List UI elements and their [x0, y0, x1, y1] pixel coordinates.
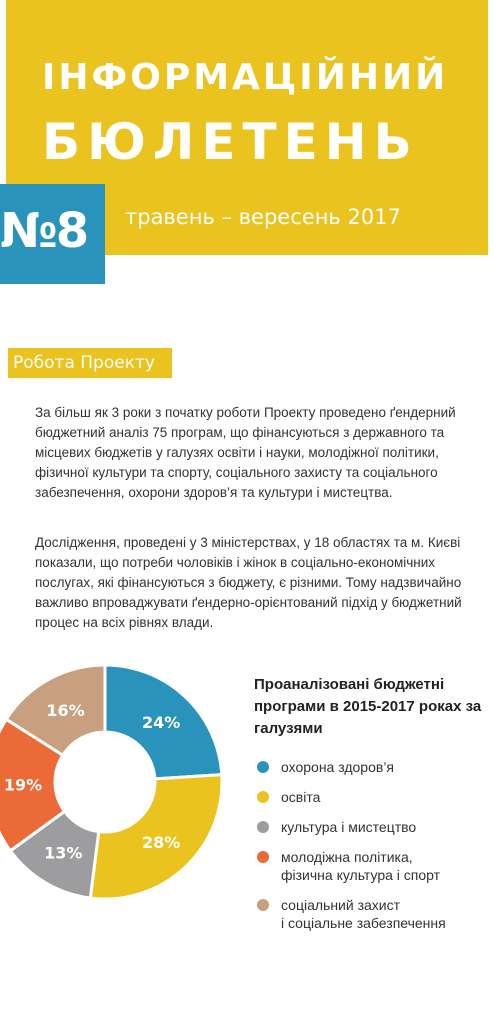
pie-slice-label-2: 13%: [44, 844, 82, 863]
legend-item-3: молодіжна політика, фізична культура і сп…: [257, 848, 446, 884]
legend-label-4-1: і соціальне забезпечення: [281, 915, 446, 931]
legend-item-2: культура і мистецтво: [257, 818, 446, 836]
pie-slice-label-4: 16%: [46, 701, 84, 720]
paragraph-2: Дослідження, проведені у 3 міністерствах…: [35, 535, 462, 630]
issue-number: №8: [0, 203, 89, 259]
legend-swatch-2: [257, 821, 269, 833]
legend-swatch-0: [257, 761, 269, 773]
donut-chart: 24% 28% 13% 19% 16%: [0, 663, 224, 901]
pie-slice-4: [4, 663, 107, 758]
legend-label-1-0: освіта: [281, 789, 321, 805]
pie-slice-label-0: 24%: [142, 713, 180, 732]
legend-label-2-0: культура і мистецтво: [281, 819, 417, 835]
pie-slice-1: [88, 773, 224, 901]
title-line-2: БЮЛЕТЕНЬ: [42, 113, 419, 171]
legend-item-1: освіта: [257, 788, 446, 806]
pie-slice-label-1: 28%: [142, 833, 180, 852]
pie-slice-label-3: 19%: [4, 776, 42, 795]
paragraph-1: За більш як 3 роки з початку роботи Прое…: [35, 405, 456, 500]
legend-swatch-4: [257, 899, 269, 911]
legend-label-0-0: охорона здоров’я: [281, 759, 395, 775]
chart-legend: охорона здоров’я освіта культура і мистецт…: [257, 758, 446, 944]
legend-label-3-1: фізична культура і спорт: [281, 867, 441, 883]
legend-label-4-0: соціальний захист: [281, 897, 401, 913]
legend-item-0: охорона здоров’я: [257, 758, 446, 776]
pie-slice-0: [103, 663, 224, 781]
legend-label-3-0: молодіжна політика,: [281, 849, 413, 865]
pie-slice-3: [0, 717, 67, 853]
legend-item-4: соціальний захист і соціальне забезпеченн…: [257, 896, 446, 932]
title-line-1: ІНФОРМАЦІЙНИЙ: [42, 57, 449, 98]
legend-swatch-3: [257, 851, 269, 863]
chart-title: Проаналізовані бюджетні програми в 2015-…: [254, 676, 482, 737]
legend-swatch-1: [257, 791, 269, 803]
issue-date: травень – вересень 2017: [125, 205, 401, 229]
section-label: Робота Проекту: [8, 348, 172, 378]
issue-badge: [0, 184, 105, 284]
